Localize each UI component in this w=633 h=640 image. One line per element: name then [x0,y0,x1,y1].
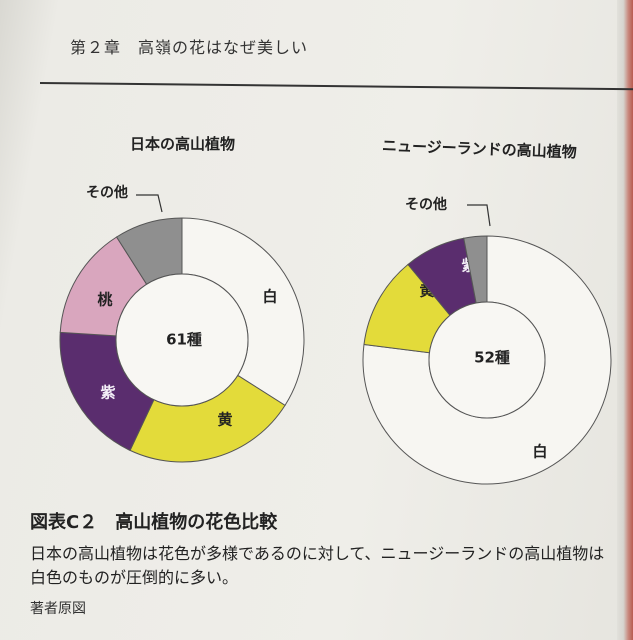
center-label-1: 52種 [474,349,510,367]
leader-line-1 [467,204,491,227]
figure-credit: 著者原図 [30,601,86,617]
chapter-header: 第２章 高嶺の花はなぜ美しい [70,38,309,57]
slice-label-1-3: その他 [405,196,447,213]
slice-label-1-0: 白 [532,443,547,461]
donut-chart-0: 白黄 紫 桃 その他 61種 [59,184,305,463]
donut-chart-1: 白黄紫その他52種 [362,196,612,485]
leader-line-0 [136,194,163,213]
charts-svg: 白黄紫桃その他61種白黄紫その他52種 [59,184,612,485]
slice-label-0-3: 桃 [97,291,112,309]
slice-label-0-1: 黄 [217,411,232,429]
slice-label-0-2: 紫 [100,384,115,402]
center-label-0: 61種 [166,331,202,349]
slice-label-0-0: 白 [262,288,277,306]
chart-title-japan: 日本の高山植物 [130,135,236,153]
slice-label-0-4: その他 [86,184,128,201]
figure-title: 図表C２ 高山植物の花色比較 [30,512,278,533]
donut-hole-1 [428,301,546,419]
donut-hole-0 [115,273,249,407]
page-edge [617,0,633,640]
figure-caption: 日本の高山植物は花色が多様であるのに対して、ニュージーランドの高山植物は白色のも… [30,544,605,587]
